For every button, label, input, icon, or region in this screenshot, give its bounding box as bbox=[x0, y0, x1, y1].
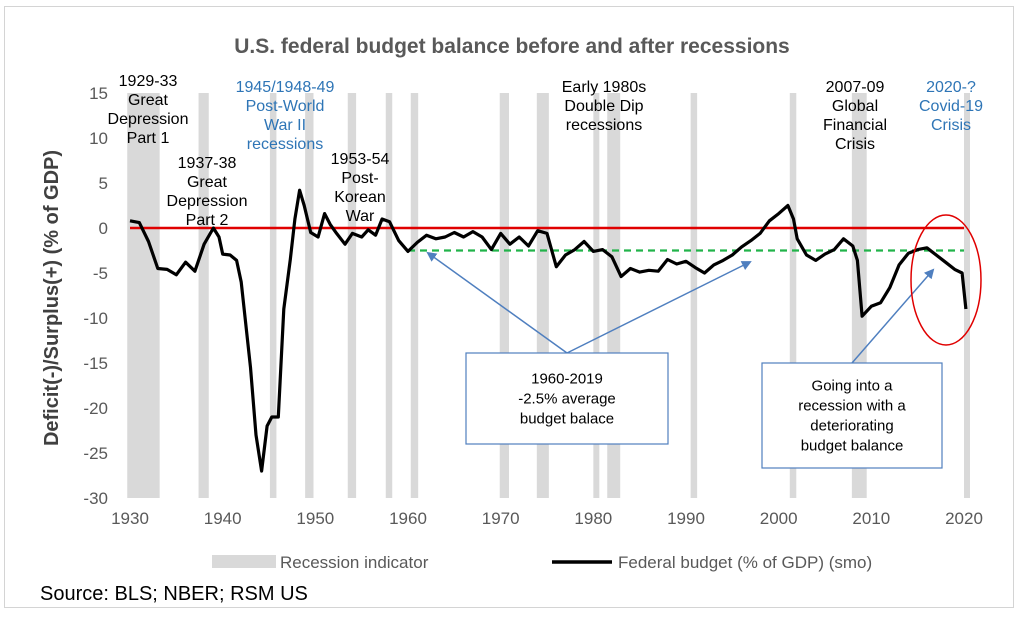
annotation-line: Early 1980s bbox=[562, 79, 647, 96]
annotation-line: 1945/1948-49 bbox=[236, 79, 335, 96]
recession-annotation: 1953-54 Post- Korean War bbox=[331, 151, 390, 225]
y-tick-label: 0 bbox=[99, 219, 108, 238]
recession-band bbox=[410, 93, 419, 498]
recession-annotation: 1945/1948-49 Post-World War II recessions bbox=[236, 79, 335, 153]
annotation-line: Crisis bbox=[835, 136, 875, 153]
recession-band bbox=[499, 93, 510, 498]
annotation-line: 1937-38 bbox=[178, 155, 237, 172]
callout-arrow bbox=[566, 261, 752, 354]
annotation-line: Great bbox=[128, 92, 169, 109]
y-tick-label: -20 bbox=[83, 399, 108, 418]
annotation-line: Global bbox=[832, 98, 878, 115]
annotation-line: Part 2 bbox=[186, 212, 229, 229]
y-tick-label: 10 bbox=[89, 129, 108, 148]
callout-box bbox=[761, 362, 943, 469]
recession-annotation: 1929-33 Great Depression Part 1 bbox=[108, 73, 189, 147]
annotation-line: War bbox=[346, 208, 375, 225]
callout-line: recession with a bbox=[798, 398, 906, 415]
series-layer bbox=[129, 188, 968, 473]
annotation-line: 1929-33 bbox=[119, 73, 178, 90]
annotation-line: Depression bbox=[108, 111, 189, 128]
legend-swatch-recession bbox=[212, 555, 276, 568]
recession-band bbox=[385, 93, 393, 498]
annotation-line: Great bbox=[187, 174, 228, 191]
callout-text: 1960-2019 -2.5% average budget balace bbox=[518, 371, 616, 428]
callout-line: deteriorating bbox=[810, 418, 893, 435]
annotation-line: War II bbox=[264, 117, 306, 134]
annotations: 1929-33 Great Depression Part 1 1937-38 Great… bbox=[108, 73, 984, 229]
y-tick-label: -30 bbox=[83, 489, 108, 508]
x-tick-label: 1990 bbox=[667, 509, 705, 528]
recession-annotation: 2020-? Covid-19 Crisis bbox=[919, 79, 983, 134]
legend-label-recession: Recession indicator bbox=[280, 553, 429, 572]
recession-band bbox=[789, 93, 797, 498]
callout-line: budget balace bbox=[520, 411, 614, 428]
chart-title: U.S. federal budget balance before and a… bbox=[234, 35, 790, 58]
callout-line: Going into a bbox=[812, 378, 894, 395]
recession-band bbox=[127, 93, 160, 498]
x-tick-label: 2000 bbox=[760, 509, 798, 528]
annotation-line: Post-World bbox=[246, 98, 325, 115]
callout-line: 1960-2019 bbox=[531, 371, 603, 388]
annotation-line: 2007-09 bbox=[826, 79, 885, 96]
y-tick-label: -15 bbox=[83, 354, 108, 373]
x-tick-label: 1930 bbox=[111, 509, 149, 528]
recession-annotation: 2007-09 Global Financial Crisis bbox=[823, 79, 887, 153]
annotation-line: Post- bbox=[341, 170, 378, 187]
reference-lines bbox=[130, 226, 964, 252]
recession-band bbox=[964, 93, 970, 498]
y-tick-label: -10 bbox=[83, 309, 108, 328]
annotation-line: Part 1 bbox=[127, 130, 170, 147]
x-tick-label: 1980 bbox=[574, 509, 612, 528]
annotation-line: Double Dip bbox=[564, 98, 643, 115]
annotation-line: Depression bbox=[167, 193, 248, 210]
covid-highlight-ellipse bbox=[910, 214, 982, 346]
callout-text: Going into a recession with a deterioratin… bbox=[798, 378, 906, 455]
callouts: 1960-2019 -2.5% average budget balace Going… bbox=[426, 214, 982, 469]
y-tick-label: 5 bbox=[99, 174, 108, 193]
annotation-line: Financial bbox=[823, 117, 887, 134]
x-tick-label: 1950 bbox=[296, 509, 334, 528]
annotation-line: recessions bbox=[247, 136, 323, 153]
chart-frame bbox=[4, 6, 1014, 608]
budget-series-line bbox=[129, 188, 968, 473]
x-tick-label: 2020 bbox=[945, 509, 983, 528]
callout-box bbox=[465, 352, 669, 445]
recession-band bbox=[198, 93, 209, 498]
annotation-line: Covid-19 bbox=[919, 98, 983, 115]
callout-line: -2.5% average bbox=[518, 391, 616, 408]
y-tick-label: -25 bbox=[83, 444, 108, 463]
legend-label-budget: Federal budget (% of GDP) (smo) bbox=[618, 553, 872, 572]
callout-arrow bbox=[851, 268, 935, 364]
annotation-line: 1953-54 bbox=[331, 151, 390, 168]
y-tick-label: 15 bbox=[89, 84, 108, 103]
annotation-line: Korean bbox=[334, 189, 386, 206]
x-tick-label: 1960 bbox=[389, 509, 427, 528]
x-tick-label: 1970 bbox=[482, 509, 520, 528]
annotation-line: recessions bbox=[566, 117, 642, 134]
x-tick-label: 1940 bbox=[204, 509, 242, 528]
legend: Recession indicator Federal budget (% of … bbox=[212, 553, 872, 572]
annotation-line: Crisis bbox=[931, 117, 971, 134]
y-tick-label: -5 bbox=[93, 264, 108, 283]
recession-band bbox=[269, 93, 277, 498]
recession-band bbox=[690, 93, 698, 498]
recession-band bbox=[593, 93, 600, 498]
x-tick-label: 2010 bbox=[852, 509, 890, 528]
recession-band bbox=[347, 93, 357, 498]
recession-annotation: Early 1980s Double Dip recessions bbox=[562, 79, 647, 134]
callout-arrow bbox=[426, 251, 568, 354]
recession-annotation: 1937-38 Great Depression Part 2 bbox=[167, 155, 248, 229]
callout-line: budget balance bbox=[801, 438, 904, 455]
annotation-line: 2020-? bbox=[926, 79, 976, 96]
source-note: Source: BLS; NBER; RSM US bbox=[40, 583, 308, 605]
y-axis-label: Deficit(-)/Surplus(+) (% of GDP) bbox=[41, 150, 63, 446]
recession-band bbox=[305, 93, 314, 498]
